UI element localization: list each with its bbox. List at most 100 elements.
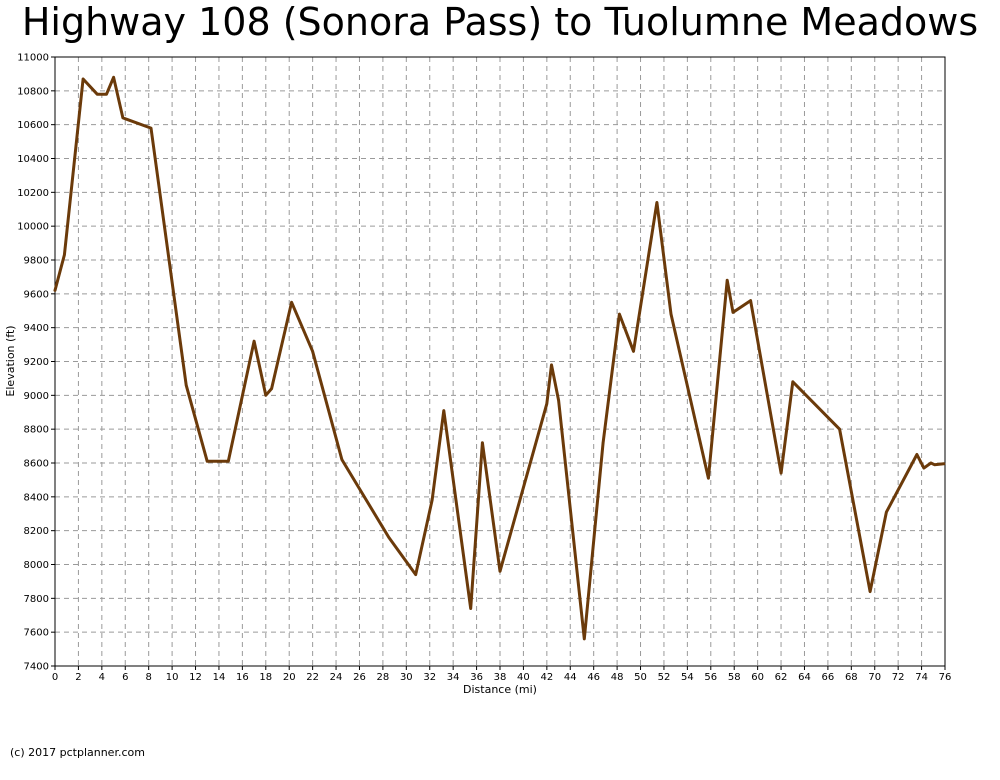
elevation-point [121,116,125,120]
elevation-point [885,510,888,514]
x-tick-label: 38 [494,672,507,683]
elevation-point [95,93,99,96]
elevation-point [632,350,635,353]
y-tick-label: 9600 [24,289,49,300]
y-axis-ticks: 7400 7600 7800 8000 8200 8400 8600 8800 9000 9200… [17,53,55,673]
x-tick-label: 54 [681,672,694,683]
elevation-point [264,394,267,397]
x-tick-label: 76 [939,672,952,683]
x-tick-label: 68 [845,672,858,683]
x-tick-label: 8 [145,672,151,683]
y-tick-label: 9000 [24,391,49,402]
x-tick-label: 66 [822,672,835,683]
grid-lines [55,57,945,666]
chart-title: Highway 108 (Sonora Pass) to Tuolumne Me… [21,0,979,44]
elevation-point [252,340,256,343]
elevation-point [933,463,936,466]
elevation-point [550,363,553,367]
elevation-point [290,301,293,304]
elevation-point [669,312,673,316]
y-axis-title: Elevation (ft) [4,325,17,396]
elevation-point [270,387,273,390]
elevation-point [929,461,933,465]
x-tick-label: 64 [798,672,811,683]
y-tick-label: 10000 [17,222,49,233]
x-tick-label: 22 [306,672,319,683]
x-tick-label: 18 [259,672,272,683]
elevation-point [583,637,586,641]
y-tick-label: 8000 [24,560,49,571]
elevation-point [149,126,153,130]
y-tick-label: 7400 [24,662,49,673]
x-axis-title: Distance (mi) [463,683,537,696]
x-tick-label: 72 [892,672,905,683]
x-tick-label: 48 [611,672,624,683]
elevation-point [791,380,794,383]
elevation-point [112,76,115,79]
elevation-point [498,570,502,573]
y-tick-label: 9800 [24,256,49,267]
x-tick-label: 46 [587,672,600,683]
x-tick-label: 10 [166,672,179,683]
y-tick-label: 7800 [24,594,49,605]
elevation-point [340,458,344,461]
series-layer [53,75,946,641]
x-tick-label: 44 [564,672,577,683]
x-tick-label: 0 [52,672,58,683]
x-tick-label: 40 [517,672,530,683]
elevation-point [655,201,659,204]
x-tick-label: 32 [423,672,436,683]
y-tick-label: 10800 [17,86,49,97]
elevation-point [838,427,841,431]
x-tick-label: 58 [728,672,741,683]
x-tick-label: 62 [775,672,788,683]
elevation-point [868,590,872,593]
x-tick-label: 36 [470,672,483,683]
elevation-point [601,441,605,444]
elevation-point [731,311,735,314]
elevation-point [81,77,85,81]
y-tick-label: 9400 [24,323,49,334]
elevation-point [63,253,66,257]
elevation-point [545,402,549,405]
elevation-point [227,460,230,463]
x-tick-label: 6 [122,672,128,683]
copyright-footer: (c) 2017 pctplanner.com [10,746,145,759]
x-tick-label: 2 [75,672,81,683]
elevation-point [105,93,108,96]
x-tick-label: 30 [400,672,413,683]
x-tick-label: 28 [377,672,390,683]
x-axis-ticks: 0 2 4 6 8 10 12 14 16 18 20 22 24 26 28 30 32 34 36 38 40 42 4… [52,666,952,683]
x-tick-label: 14 [213,672,226,683]
x-tick-label: 20 [283,672,296,683]
elevation-point [915,453,919,456]
x-tick-label: 52 [658,672,671,683]
elevation-point [311,350,314,353]
elevation-point [749,299,752,302]
elevation-point [206,460,209,463]
x-tick-label: 60 [751,672,764,683]
y-tick-label: 8600 [24,459,49,470]
x-tick-label: 24 [330,672,343,683]
x-tick-label: 42 [540,672,553,683]
elevation-point [942,462,946,466]
elevation-point [725,279,729,282]
y-tick-label: 9200 [24,357,49,368]
elevation-point [922,466,926,470]
x-tick-label: 34 [447,672,460,683]
elevation-point [442,409,445,412]
x-tick-label: 12 [189,672,202,683]
elevation-point [414,573,417,576]
x-tick-label: 26 [353,672,366,683]
elevation-point [618,312,621,316]
elevation-point [481,441,484,444]
y-tick-label: 11000 [17,53,49,64]
y-tick-label: 10600 [17,120,49,131]
x-tick-label: 74 [915,672,928,683]
elevation-point [53,289,57,292]
elevation-point [184,383,188,387]
x-tick-label: 56 [704,672,717,683]
x-tick-label: 50 [634,672,647,683]
y-tick-label: 8200 [24,526,49,537]
y-tick-label: 10200 [17,188,49,199]
